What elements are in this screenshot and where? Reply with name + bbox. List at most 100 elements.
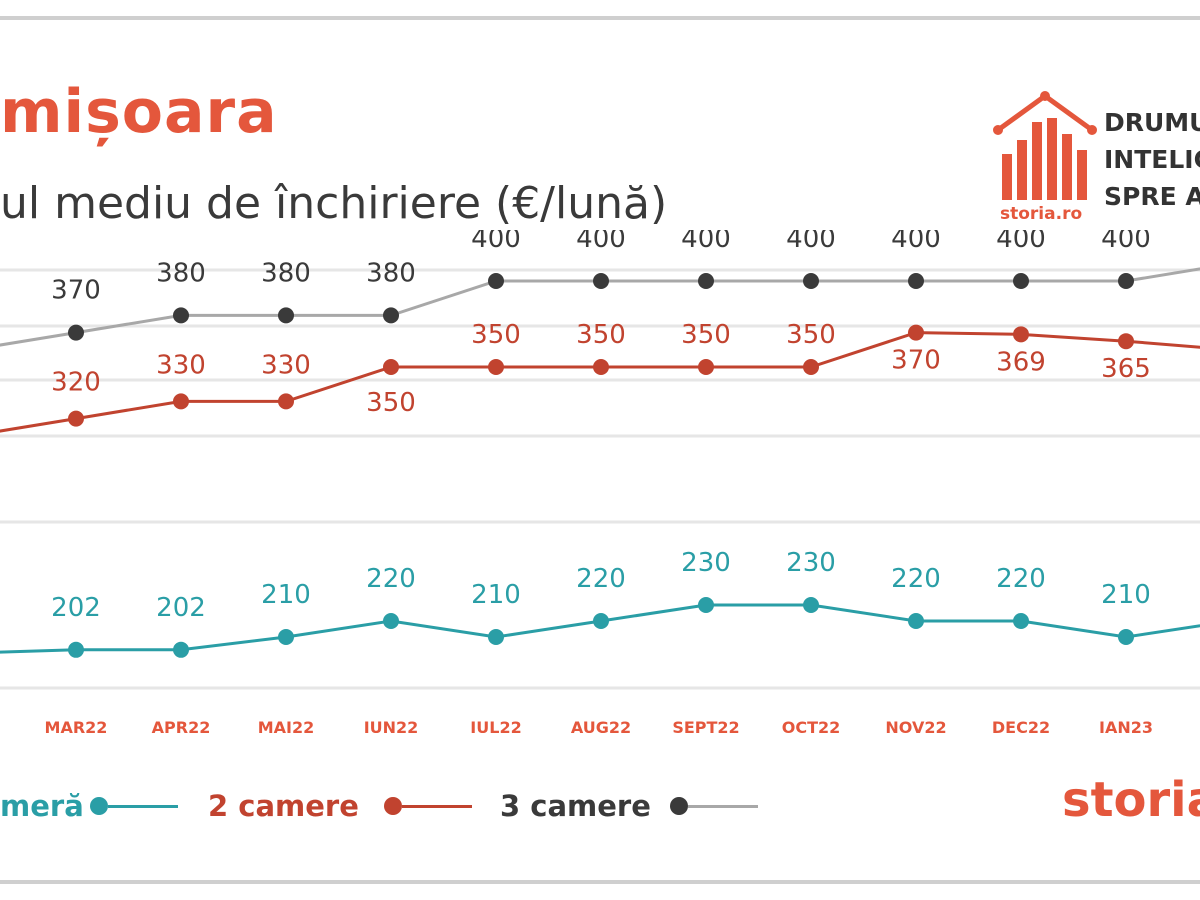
data-point bbox=[1118, 629, 1134, 645]
data-point bbox=[1118, 333, 1134, 350]
x-tick-label: IAN23 bbox=[1099, 718, 1153, 737]
data-point bbox=[173, 307, 189, 324]
legend-marker-line bbox=[402, 805, 472, 808]
grid-lines bbox=[0, 268, 1200, 690]
page-title: mișoara bbox=[0, 77, 278, 147]
bottom-border bbox=[0, 880, 1200, 884]
data-label: 400 bbox=[996, 230, 1046, 254]
legend-item-3-rooms: 3 camere bbox=[500, 786, 770, 826]
data-label: 320 bbox=[51, 368, 101, 398]
data-point bbox=[488, 359, 504, 375]
data-label: 350 bbox=[366, 388, 416, 418]
data-label: 210 bbox=[471, 580, 521, 610]
data-point bbox=[383, 359, 399, 375]
data-label: 400 bbox=[786, 230, 836, 254]
data-point bbox=[593, 613, 609, 629]
legend-item-2-rooms: 2 camere bbox=[208, 786, 478, 826]
data-point bbox=[908, 273, 924, 289]
data-point bbox=[593, 359, 609, 375]
data-point bbox=[1013, 273, 1029, 289]
data-label: 369 bbox=[996, 347, 1046, 377]
x-axis-ticks: MAR22 APR22 MAI22 IUN22 IUL22 AUG22 SEPT22 OCT2… bbox=[45, 718, 1153, 737]
data-label: 380 bbox=[261, 258, 311, 288]
logo-tagline-line: DRUMU bbox=[1104, 108, 1200, 137]
data-point bbox=[68, 324, 84, 341]
data-label: 350 bbox=[576, 320, 626, 350]
legend-label: 3 camere bbox=[500, 789, 651, 823]
data-point bbox=[1118, 273, 1134, 289]
data-label: 350 bbox=[786, 320, 836, 350]
data-label: 220 bbox=[366, 564, 416, 594]
data-label: 230 bbox=[681, 548, 731, 578]
data-point bbox=[68, 641, 84, 658]
data-label: 202 bbox=[156, 593, 206, 623]
data-label: 350 bbox=[681, 320, 731, 350]
data-point bbox=[173, 641, 189, 658]
x-tick-label: NOV22 bbox=[885, 718, 946, 737]
data-point bbox=[278, 393, 294, 410]
data-label: 380 bbox=[156, 258, 206, 288]
data-point bbox=[488, 629, 504, 645]
legend-marker-dot bbox=[670, 797, 688, 815]
data-point bbox=[698, 273, 714, 289]
data-point bbox=[593, 273, 609, 289]
data-point bbox=[1013, 326, 1029, 343]
legend-marker-line bbox=[688, 805, 758, 808]
logo-tagline: DRUMU INTELIG SPRE A bbox=[1104, 104, 1200, 215]
data-point bbox=[1013, 613, 1029, 629]
brand-small-logo: storia.ro bbox=[1000, 204, 1083, 224]
data-point bbox=[698, 359, 714, 375]
data-label: 230 bbox=[786, 548, 836, 578]
x-tick-label: AUG22 bbox=[571, 718, 631, 737]
data-label: 330 bbox=[156, 350, 206, 380]
data-point bbox=[278, 307, 294, 324]
legend-item-1-room: meră bbox=[0, 786, 180, 826]
data-point bbox=[803, 273, 819, 289]
x-tick-label: MAR22 bbox=[45, 718, 108, 737]
data-label: 220 bbox=[576, 564, 626, 594]
legend-marker-dot bbox=[90, 797, 108, 815]
chart-subtitle: ul mediu de închiriere (€/lună) bbox=[0, 178, 668, 229]
data-label: 400 bbox=[576, 230, 626, 254]
house-bars-logo-icon bbox=[993, 91, 1097, 200]
x-tick-label: APR22 bbox=[152, 718, 211, 737]
brand-logo: storia bbox=[1062, 772, 1200, 828]
data-label: 330 bbox=[261, 350, 311, 380]
data-point bbox=[803, 597, 819, 613]
data-label: 202 bbox=[51, 593, 101, 623]
data-point bbox=[383, 307, 399, 324]
data-label: 400 bbox=[471, 230, 521, 254]
data-point bbox=[278, 629, 294, 645]
legend-label: meră bbox=[0, 789, 84, 823]
x-tick-label: OCT22 bbox=[782, 718, 841, 737]
data-point bbox=[173, 393, 189, 410]
legend-label: 2 camere bbox=[208, 789, 359, 823]
data-label: 400 bbox=[681, 230, 731, 254]
data-point bbox=[383, 613, 399, 629]
data-point bbox=[698, 597, 714, 613]
data-label: 220 bbox=[891, 564, 941, 594]
x-tick-label: IUN22 bbox=[364, 718, 419, 737]
logo-tagline-line: SPRE A bbox=[1104, 182, 1200, 211]
data-label: 380 bbox=[366, 258, 416, 288]
data-point bbox=[908, 324, 924, 341]
line-chart: 370 380 380 380 400 400 400 400 400 400 400 320 330 3… bbox=[0, 230, 1200, 737]
legend: meră 2 camere 3 camere bbox=[0, 786, 780, 830]
data-label: 365 bbox=[1101, 354, 1151, 384]
legend-marker-line bbox=[108, 805, 178, 808]
data-label: 370 bbox=[891, 346, 941, 376]
x-tick-label: DEC22 bbox=[992, 718, 1050, 737]
data-label: 400 bbox=[891, 230, 941, 254]
data-point bbox=[803, 359, 819, 375]
data-point bbox=[488, 273, 504, 289]
legend-marker-dot bbox=[384, 797, 402, 815]
x-tick-label: IUL22 bbox=[470, 718, 521, 737]
top-border bbox=[0, 16, 1200, 20]
data-label: 350 bbox=[471, 320, 521, 350]
data-point bbox=[908, 613, 924, 629]
logo-tagline-line: INTELIG bbox=[1104, 145, 1200, 174]
data-label: 370 bbox=[51, 276, 101, 306]
data-label: 220 bbox=[996, 564, 1046, 594]
data-labels: 370 380 380 380 400 400 400 400 400 400 400 320 330 3… bbox=[51, 230, 1151, 623]
data-label: 400 bbox=[1101, 230, 1151, 254]
